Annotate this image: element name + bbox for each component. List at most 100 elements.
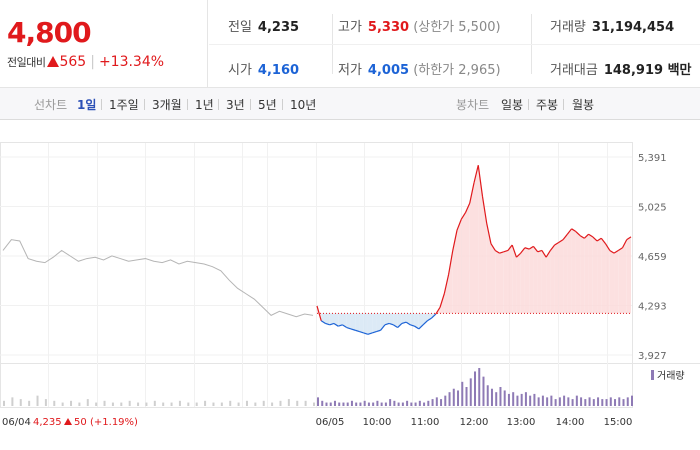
down-segment	[338, 324, 343, 327]
up-area	[465, 203, 470, 314]
x-tick-label: 10:00	[363, 417, 392, 428]
volume-bar	[36, 395, 39, 406]
down-area	[418, 313, 424, 329]
up-area	[457, 219, 462, 314]
volume-bar	[70, 400, 73, 406]
period-1d[interactable]: 1일	[77, 98, 97, 112]
volume-bar	[3, 400, 5, 406]
down-segment	[367, 332, 373, 335]
down-area	[350, 313, 356, 331]
volume-bar	[53, 400, 56, 406]
volume-bar	[376, 400, 379, 406]
down-area	[384, 313, 390, 325]
volume-bar	[363, 400, 366, 406]
up-segment	[545, 250, 551, 258]
volume-bar	[359, 402, 362, 406]
divider	[250, 99, 251, 110]
y-tick-label: 3,927	[638, 351, 667, 362]
volume-bar	[512, 392, 515, 406]
up-area	[486, 223, 491, 314]
down-segment	[371, 331, 377, 334]
down-area	[414, 313, 419, 329]
down-segment	[427, 317, 432, 322]
volume-bar	[614, 399, 617, 406]
prev-close-label: 4,235	[33, 417, 62, 428]
volume-bar	[103, 400, 106, 406]
volume-bar	[622, 399, 625, 406]
divider	[144, 99, 145, 110]
divider	[187, 99, 188, 110]
up-segment	[562, 233, 568, 241]
volume-bar	[465, 387, 468, 406]
down-area	[372, 313, 377, 333]
volume-bar	[11, 397, 14, 406]
change-label: 전일대비	[7, 56, 46, 69]
y-tick-label: 5,025	[638, 203, 667, 214]
upper-limit: (상한가 5,500)	[413, 20, 501, 35]
volume-bar	[401, 402, 404, 406]
volume-bar	[195, 402, 198, 406]
up-area	[580, 235, 585, 314]
down-segment	[329, 322, 335, 326]
candle-daily[interactable]: 일봉	[501, 98, 524, 112]
volume-bar	[631, 395, 633, 406]
chart-labels: 5,391 5,025 4,659 4,293 3,927 06/05 10:00 11:00…	[2, 153, 685, 428]
volume-bar	[427, 400, 430, 406]
down-area	[338, 313, 343, 327]
prev-day-line	[2, 239, 314, 318]
volume-bar	[482, 376, 485, 406]
volume-bar	[187, 402, 190, 406]
down-area	[367, 313, 373, 335]
period-1w[interactable]: 1주일	[109, 98, 139, 112]
up-segment	[609, 249, 615, 254]
down-segment	[346, 326, 352, 330]
down-segment	[384, 322, 390, 326]
period-5y[interactable]: 5년	[258, 98, 277, 112]
chart-toolbar: 선차트 1일 1주일 3개월 1년 3년 5년 10년 봉차트 일봉 주봉 월봉	[0, 88, 700, 120]
volume-bar	[418, 400, 421, 406]
volume-bar	[588, 397, 591, 406]
up-area	[622, 239, 627, 314]
divider: |	[90, 54, 95, 70]
prev-change-label: 50	[74, 417, 87, 428]
period-1y[interactable]: 1년	[195, 98, 214, 112]
up-segment	[626, 236, 632, 241]
candle-chart-label: 봉차트	[456, 98, 490, 112]
volume-bar	[128, 400, 131, 406]
volume-bar	[461, 381, 464, 406]
period-3m[interactable]: 3개월	[152, 98, 182, 112]
up-arrow-icon	[64, 418, 72, 425]
prev-close-stat: 전일 4,235	[228, 16, 299, 35]
volume-bar	[212, 402, 215, 406]
up-area	[444, 274, 449, 314]
volume-bar	[389, 399, 392, 406]
period-3y[interactable]: 3년	[226, 98, 245, 112]
up-area	[563, 234, 568, 314]
volume-bar	[333, 400, 336, 406]
volume-bar	[592, 399, 595, 406]
volume-bar	[120, 402, 123, 406]
candle-weekly[interactable]: 주봉	[536, 98, 559, 112]
volume-bar	[279, 400, 282, 406]
down-segment	[380, 324, 386, 331]
volume-bar	[524, 392, 527, 406]
up-area	[482, 196, 487, 314]
up-area	[571, 228, 576, 314]
change-percent: +13.34%	[98, 54, 165, 70]
volume-bar	[397, 402, 400, 406]
high-label: 고가	[338, 20, 362, 35]
trade-value-stat: 거래대금 148,919 백만	[550, 59, 692, 78]
volume-bar	[414, 402, 417, 406]
volume-bar	[95, 402, 98, 406]
volume-bar	[626, 397, 629, 406]
down-segment	[431, 313, 437, 319]
volume-bar	[380, 402, 383, 406]
down-segment	[388, 322, 394, 326]
period-10y[interactable]: 10년	[290, 98, 317, 112]
up-area	[588, 234, 593, 314]
intraday-chart[interactable]: 5,391 5,025 4,659 4,293 3,927 06/05 10:00 11:00…	[0, 120, 700, 450]
up-segment	[575, 231, 581, 237]
candle-monthly[interactable]: 월봉	[572, 98, 595, 112]
volume-bar	[317, 397, 319, 406]
up-segment	[613, 249, 619, 254]
